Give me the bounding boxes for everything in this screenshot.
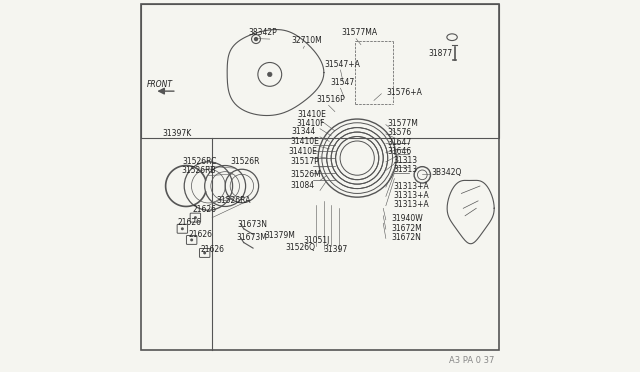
Text: 31313+A: 31313+A <box>394 191 429 200</box>
Text: 31577MA: 31577MA <box>341 28 377 37</box>
Text: 31410F: 31410F <box>296 119 325 128</box>
Circle shape <box>255 38 257 41</box>
Text: 3B342Q: 3B342Q <box>431 169 462 177</box>
Text: A3 PA 0 37: A3 PA 0 37 <box>449 356 495 365</box>
Text: 31526Q: 31526Q <box>285 243 316 252</box>
Text: 31516P: 31516P <box>317 95 346 104</box>
Text: 31410E: 31410E <box>288 147 317 156</box>
Text: 31526R: 31526R <box>230 157 260 166</box>
Text: 38342P: 38342P <box>248 28 276 37</box>
Text: 31313: 31313 <box>394 165 418 174</box>
Circle shape <box>203 251 206 254</box>
Text: 31547+A: 31547+A <box>324 60 360 69</box>
Text: 31313+A: 31313+A <box>394 182 429 190</box>
Text: 31051J: 31051J <box>304 236 330 245</box>
Text: 31646: 31646 <box>388 147 412 156</box>
Text: 21626: 21626 <box>201 245 225 254</box>
Text: 31576: 31576 <box>388 128 412 137</box>
Text: 31672M: 31672M <box>392 224 422 232</box>
Text: 31577M: 31577M <box>387 119 418 128</box>
Text: 31526M: 31526M <box>291 170 321 179</box>
Circle shape <box>190 238 193 241</box>
Text: 31647: 31647 <box>388 138 412 147</box>
Text: 31576+A: 31576+A <box>386 88 422 97</box>
Text: 32710M: 32710M <box>292 36 323 45</box>
Text: 31379M: 31379M <box>264 231 295 240</box>
Text: 31526RB: 31526RB <box>182 166 216 175</box>
Text: 31673M: 31673M <box>237 233 268 242</box>
Text: 31084: 31084 <box>290 181 314 190</box>
Text: 31673N: 31673N <box>237 220 268 229</box>
Text: 21626: 21626 <box>193 205 217 214</box>
Text: 31940W: 31940W <box>392 214 424 223</box>
Text: FRONT: FRONT <box>147 80 173 89</box>
Text: 31410E: 31410E <box>290 137 319 146</box>
Text: 31877: 31877 <box>428 49 452 58</box>
Text: 31526RC: 31526RC <box>182 157 216 166</box>
Text: 31397K: 31397K <box>162 129 191 138</box>
Text: 21626: 21626 <box>177 218 201 227</box>
Text: 31344: 31344 <box>291 127 316 136</box>
Text: 31547: 31547 <box>330 78 355 87</box>
Text: 31397: 31397 <box>324 245 348 254</box>
Text: 31672N: 31672N <box>392 233 422 242</box>
Circle shape <box>181 227 184 230</box>
Circle shape <box>194 216 197 219</box>
Text: 31526RA: 31526RA <box>216 196 251 205</box>
Text: 31313: 31313 <box>394 156 418 165</box>
Text: 31410E: 31410E <box>298 110 326 119</box>
Text: 31313+A: 31313+A <box>394 200 429 209</box>
Circle shape <box>268 72 272 77</box>
Text: 21626: 21626 <box>188 230 212 239</box>
Text: 31517P: 31517P <box>291 157 319 166</box>
